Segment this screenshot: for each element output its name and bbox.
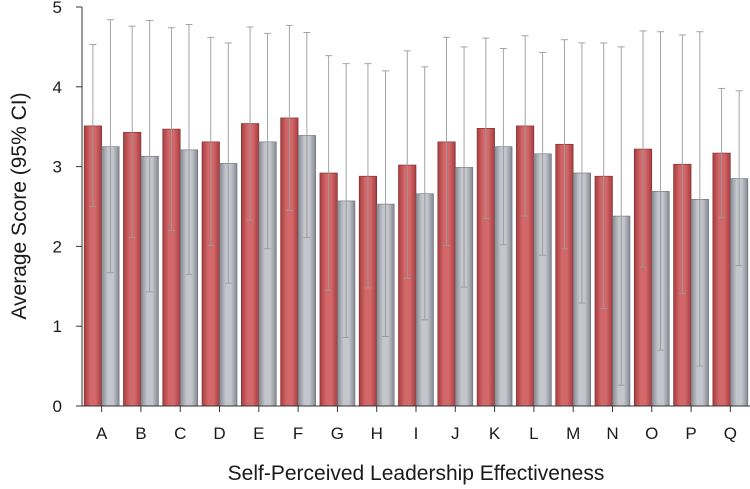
error-bar-A-series-1 xyxy=(89,44,97,207)
x-tick-label-D: D xyxy=(213,424,225,443)
error-bar-D-series-1 xyxy=(207,36,215,247)
x-tick-label-P: P xyxy=(685,424,696,443)
x-tick-label-J: J xyxy=(451,424,460,443)
error-bar-O-series-2 xyxy=(657,31,665,351)
error-bar-F-series-1 xyxy=(285,24,293,211)
error-bar-H-series-1 xyxy=(364,63,372,289)
x-tick-label-C: C xyxy=(174,424,186,443)
x-tick-label-O: O xyxy=(645,424,658,443)
x-tick-label-M: M xyxy=(566,424,580,443)
error-bar-Q-series-1 xyxy=(718,87,726,219)
error-bar-O-series-1 xyxy=(639,30,647,268)
x-tick-label-B: B xyxy=(135,424,146,443)
x-tick-label-L: L xyxy=(529,424,538,443)
error-bar-I-series-1 xyxy=(403,50,411,279)
x-tick-label-A: A xyxy=(96,424,108,443)
y-axis-title: Average Score (95% CI) xyxy=(8,92,31,319)
error-bar-N-series-1 xyxy=(600,42,608,310)
error-bar-L-series-2 xyxy=(539,52,547,256)
error-bar-K-series-2 xyxy=(499,48,507,246)
x-tick-label-G: G xyxy=(331,424,344,443)
error-bar-P-series-2 xyxy=(696,31,704,367)
error-bar-B-series-2 xyxy=(146,20,154,293)
error-bar-I-series-2 xyxy=(421,66,429,321)
x-tick-label-E: E xyxy=(253,424,264,443)
error-bar-E-series-1 xyxy=(246,26,254,221)
x-axis: A B C D E F G H I J K L M N O P Q xyxy=(82,405,750,443)
y-tick-label: 2 xyxy=(53,237,62,256)
y-axis: 0 1 2 3 4 5 xyxy=(53,0,83,416)
x-tick-label-F: F xyxy=(293,424,303,443)
error-bar-J-series-2 xyxy=(460,46,468,288)
error-bar-M-series-2 xyxy=(578,42,586,304)
error-bar-G-series-1 xyxy=(325,55,333,291)
error-bar-G-series-2 xyxy=(342,63,350,338)
x-tick-label-Q: Q xyxy=(724,424,737,443)
plot-area xyxy=(83,19,749,407)
error-bar-K-series-1 xyxy=(482,37,490,219)
x-tick-label-I: I xyxy=(414,424,419,443)
error-bar-N-series-2 xyxy=(617,46,625,386)
y-tick-label: 4 xyxy=(53,78,62,97)
error-bar-C-series-2 xyxy=(185,24,193,275)
x-axis-title: Self-Perceived Leadership Effectiveness xyxy=(228,462,605,485)
error-bar-P-series-1 xyxy=(678,34,686,294)
error-bar-D-series-2 xyxy=(224,42,232,284)
y-tick-label: 1 xyxy=(53,317,62,336)
error-bar-Q-series-2 xyxy=(735,90,743,267)
error-bar-L-series-1 xyxy=(521,35,529,217)
error-bar-F-series-2 xyxy=(303,32,311,239)
error-bar-H-series-2 xyxy=(381,70,389,338)
error-bar-B-series-1 xyxy=(128,25,136,239)
y-tick-label: 0 xyxy=(53,397,62,416)
x-tick-label-K: K xyxy=(489,424,501,443)
y-tick-label: 5 xyxy=(53,0,62,17)
error-bar-J-series-1 xyxy=(443,36,451,247)
x-tick-label-H: H xyxy=(371,424,383,443)
y-tick-label: 3 xyxy=(53,158,62,177)
error-bar-A-series-2 xyxy=(106,19,114,274)
error-bar-M-series-1 xyxy=(560,39,568,250)
error-bar-C-series-1 xyxy=(167,27,175,231)
x-tick-label-N: N xyxy=(606,424,618,443)
error-bar-E-series-2 xyxy=(264,32,272,250)
